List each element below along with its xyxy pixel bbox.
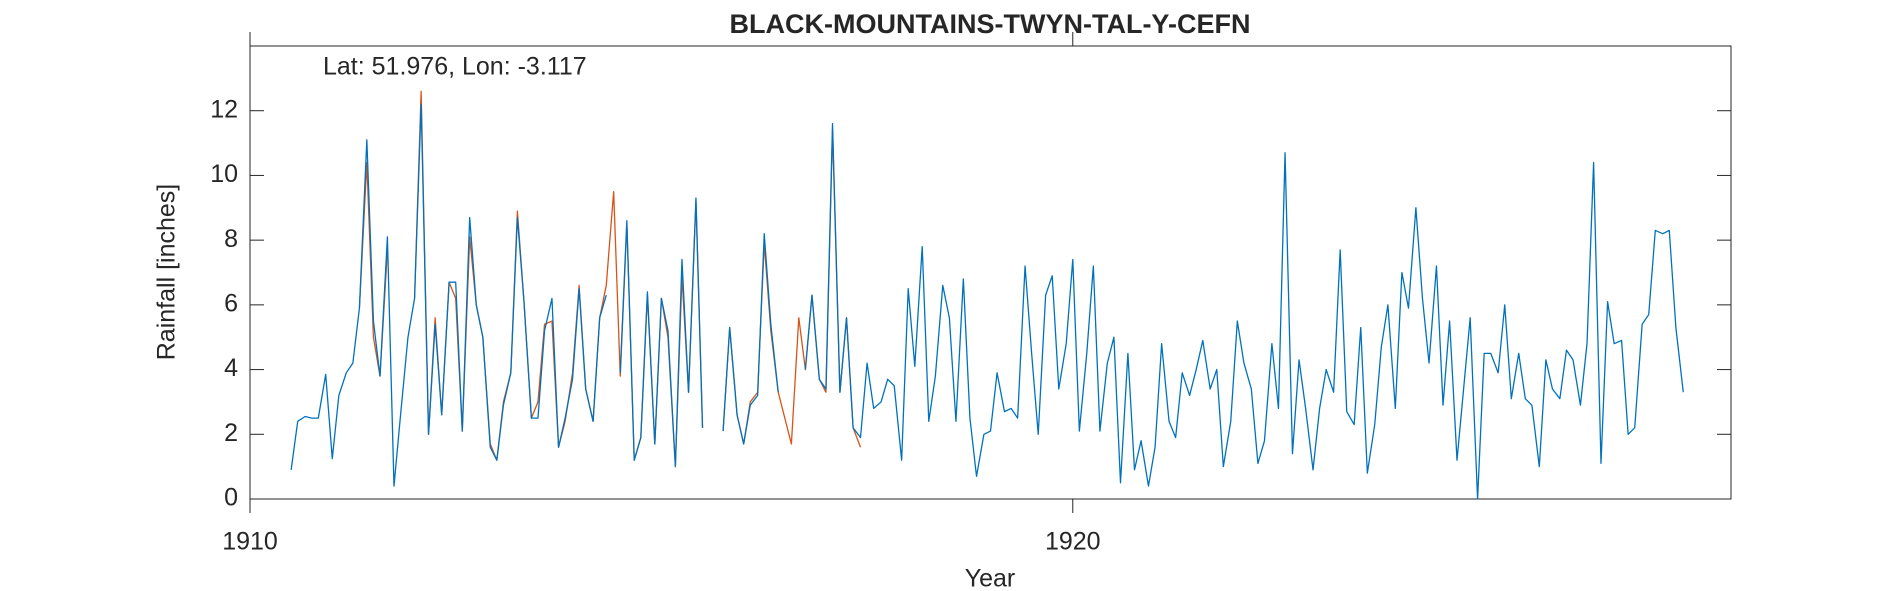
y-axis-label: Rainfall [inches] [153, 184, 181, 360]
y-tick-label: 2 [224, 419, 238, 447]
y-tick-label: 8 [224, 225, 238, 253]
annotation: Lat: 51.976, Lon: -3.117 [323, 53, 587, 81]
x-axis-label: Year [965, 565, 1016, 591]
y-tick-label: 10 [210, 160, 238, 188]
plot-box [249, 45, 1732, 500]
x-tick-label: 1920 [1045, 528, 1101, 556]
y-tick-label: 0 [224, 484, 238, 512]
data-line [290, 103, 1684, 500]
y-tick-label: 12 [210, 95, 238, 123]
chart-title: BLACK-MOUNTAINS-TWYN-TAL-Y-CEFN [730, 9, 1251, 39]
x-tick-label: 1910 [222, 528, 278, 556]
y-tick-label: 6 [224, 289, 238, 317]
y-tick-label: 4 [224, 354, 238, 382]
